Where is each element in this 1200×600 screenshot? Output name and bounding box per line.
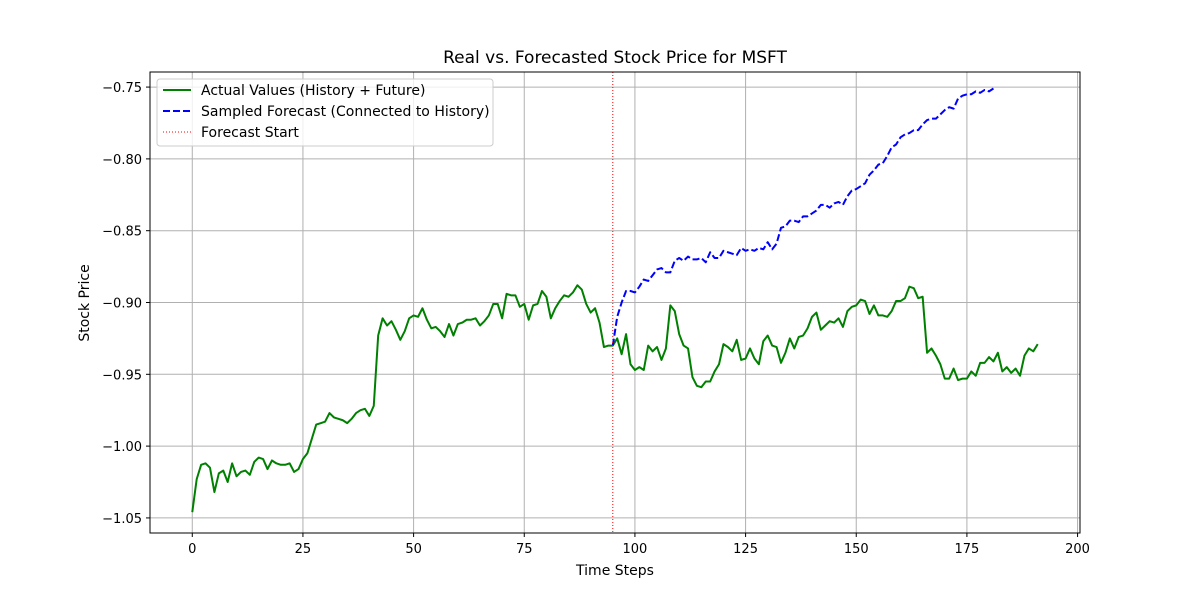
legend-label-forecast: Sampled Forecast (Connected to History): [201, 104, 490, 120]
legend-label-actual: Actual Values (History + Future): [201, 83, 425, 99]
y-tick-label: −0.75: [102, 81, 142, 96]
chart-title: Real vs. Forecasted Stock Price for MSFT: [443, 48, 787, 68]
y-tick-label: −0.80: [102, 153, 142, 168]
x-tick-label: 125: [733, 542, 758, 557]
ticks: 0 25 50 75 100 125 150 175 200 −1.05 −1.00 −0.95 −0.…: [102, 81, 1090, 557]
y-tick-label: −1.00: [102, 440, 142, 455]
x-tick-label: 0: [188, 542, 196, 557]
x-tick-label: 200: [1065, 542, 1090, 557]
grid: [150, 72, 1080, 533]
series-line-forecast: [611, 87, 995, 346]
x-tick-label: 25: [295, 542, 312, 557]
x-tick-label: 50: [405, 542, 422, 557]
series-line-actual: [191, 284, 1039, 513]
y-tick-label: −0.95: [102, 368, 142, 383]
legend: Actual Values (History + Future) Sampled…: [156, 78, 494, 147]
legend-box: [156, 78, 494, 147]
y-tick-label: −1.05: [102, 512, 142, 527]
y-tick-label: −0.85: [102, 225, 142, 240]
legend-label-forecast-start: Forecast Start: [201, 125, 299, 141]
x-tick-label: 175: [954, 542, 979, 557]
y-tick-label: −0.90: [102, 297, 142, 312]
series-layer: [191, 72, 1039, 533]
x-tick-label: 75: [516, 542, 533, 557]
x-axis-label: Time Steps: [575, 563, 654, 579]
x-tick-label: 150: [844, 542, 869, 557]
x-tick-label: 100: [623, 542, 648, 557]
y-axis-label: Stock Price: [77, 264, 93, 341]
